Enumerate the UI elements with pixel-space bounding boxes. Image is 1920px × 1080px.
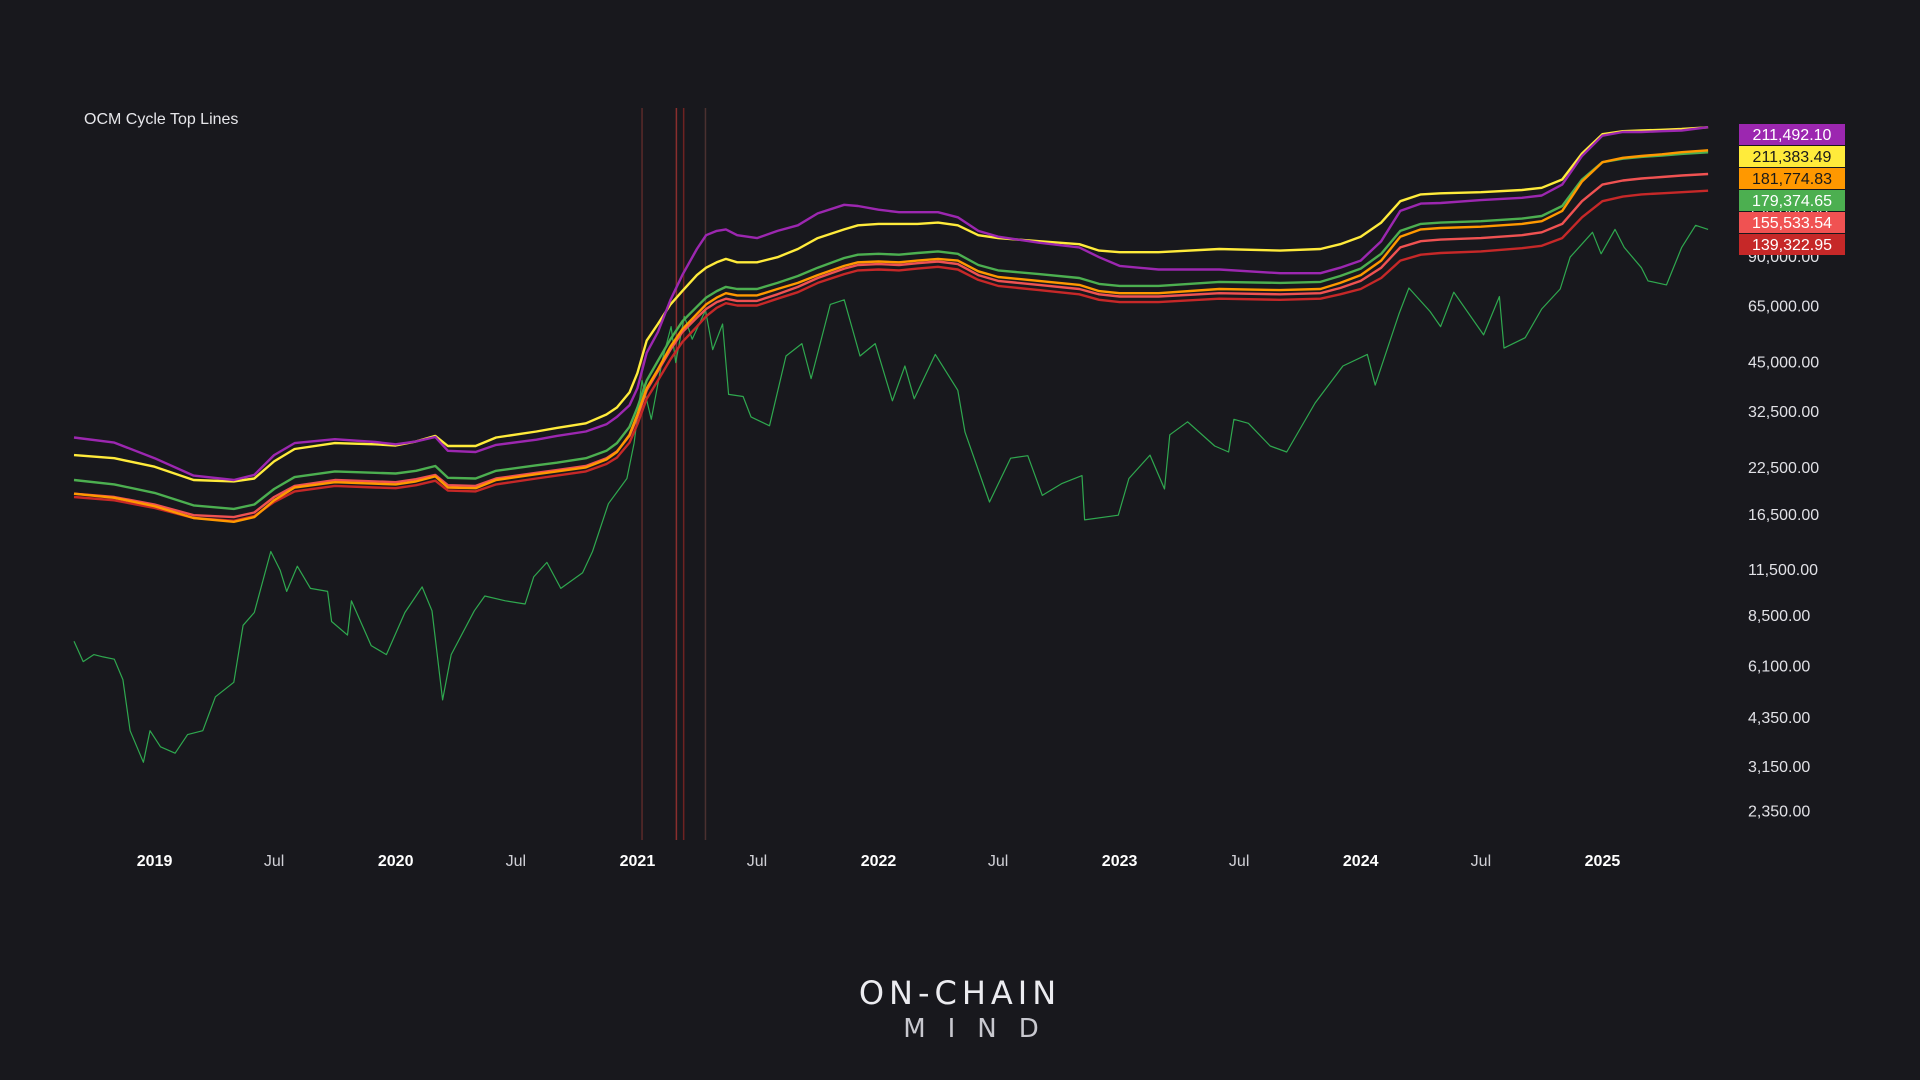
- series-line-0: [73, 126, 1709, 482]
- x-tick-label: Jul: [988, 853, 1008, 870]
- x-tick-label: 2020: [378, 853, 414, 870]
- series-line-6: [73, 224, 1709, 763]
- series-line-5: [73, 189, 1709, 522]
- series-line-3: [73, 151, 1709, 511]
- y-tick-label: 32,500.00: [1748, 404, 1819, 421]
- brand-logo-line1: ON-CHAIN: [858, 974, 1062, 1012]
- y-tick-label: 2,350.00: [1748, 804, 1810, 821]
- chart-title: OCM Cycle Top Lines: [84, 111, 239, 128]
- x-tick-label: Jul: [264, 853, 284, 870]
- x-tick-label: 2021: [620, 853, 656, 870]
- last-value-tags: 211,492.10 211,383.49 181,774.83 179,374.65…: [1739, 124, 1845, 255]
- last-value-tag: 211,492.10: [1753, 127, 1832, 144]
- last-value-tag: 139,322.95: [1752, 237, 1832, 254]
- y-tick-label: 6,100.00: [1748, 659, 1810, 676]
- x-tick-label: 2022: [861, 853, 897, 870]
- y-tick-label: 11,500.00: [1748, 562, 1818, 579]
- vertical-markers: [641, 108, 707, 840]
- x-tick-label: Jul: [506, 853, 526, 870]
- y-axis-labels: 120,000.0090,000.0065,000.0045,000.0032,…: [1748, 205, 1828, 820]
- y-tick-label: 4,350.00: [1748, 710, 1810, 727]
- brand-logo-line2: MIND: [903, 1014, 1061, 1044]
- x-tick-label: Jul: [1471, 853, 1491, 870]
- last-value-tag-bg: [1739, 234, 1845, 255]
- last-value-tag-bg: [1739, 124, 1845, 145]
- x-tick-label: 2019: [137, 853, 173, 870]
- last-value-tag-bg: [1739, 168, 1845, 189]
- last-value-tag-bg: [1739, 146, 1845, 167]
- series-layer: [73, 126, 1709, 763]
- x-tick-label: 2023: [1102, 853, 1138, 870]
- x-tick-label: Jul: [747, 853, 767, 870]
- y-tick-label: 65,000.00: [1748, 299, 1819, 316]
- last-value-tag-bg: [1739, 212, 1845, 233]
- last-value-tag-bg: [1739, 190, 1845, 211]
- last-value-tag: 155,533.54: [1752, 215, 1832, 232]
- last-value-tag: 179,374.65: [1752, 193, 1832, 210]
- x-tick-label: 2024: [1343, 853, 1379, 870]
- y-tick-label: 22,500.00: [1748, 460, 1819, 477]
- y-tick-label: 16,500.00: [1748, 507, 1819, 524]
- x-tick-label: Jul: [1229, 853, 1249, 870]
- series-line-2: [73, 149, 1709, 523]
- x-axis-labels: 2019 Jul 2020 Jul 2021 Jul 2022 Jul 2023 Jul 2024 J…: [137, 853, 1621, 870]
- y-tick-label: 45,000.00: [1748, 355, 1819, 372]
- x-tick-label: 2025: [1585, 853, 1621, 870]
- y-tick-label: 3,150.00: [1748, 759, 1810, 776]
- last-value-tag: 211,383.49: [1753, 149, 1832, 166]
- last-value-tag: 181,774.83: [1752, 171, 1832, 188]
- series-line-4: [73, 172, 1709, 519]
- y-tick-label: 8,500.00: [1748, 608, 1810, 625]
